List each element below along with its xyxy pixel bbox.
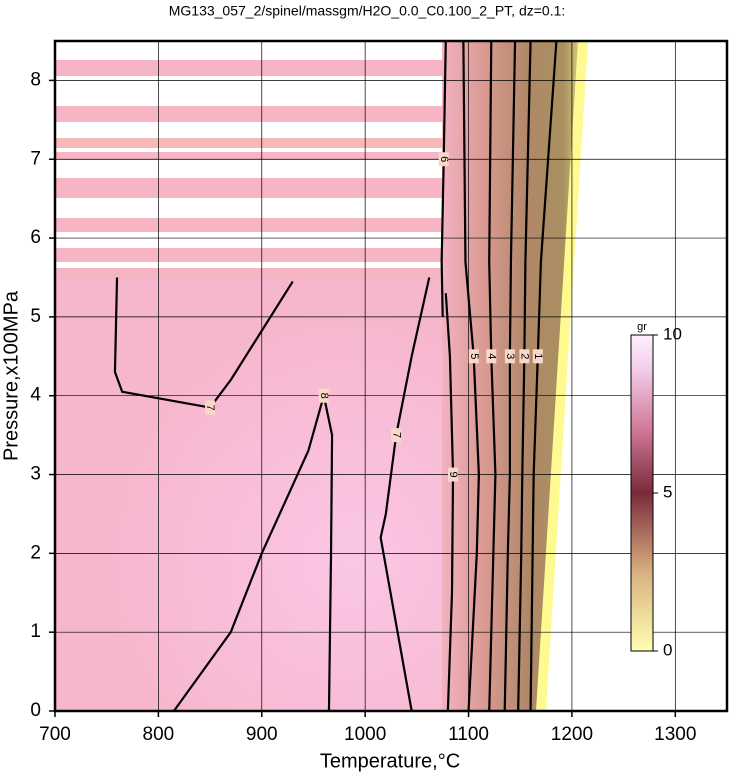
y-axis-label: Pressure,x100MPa (0, 290, 22, 461)
y-tick-label: 0 (30, 700, 41, 721)
contour-line (379, 277, 431, 712)
band (55, 178, 443, 198)
contour-label: 1 (532, 353, 544, 359)
contour-label-bg (448, 467, 459, 482)
colorbar-tick-label: 5 (663, 482, 672, 501)
contour-label: 7 (204, 404, 216, 410)
y-tick-label: 7 (30, 148, 41, 169)
band (55, 268, 443, 278)
x-tick-label: 700 (39, 724, 71, 745)
y-tick-label: 8 (30, 69, 41, 90)
band (55, 152, 443, 160)
band (55, 218, 443, 232)
contour-label-bg (438, 152, 449, 167)
colorbar-tick-label: 10 (663, 324, 682, 343)
y-tick-label: 5 (30, 306, 41, 327)
contours: 7 8 7 6 9 5 4 3 2 1 (113, 40, 558, 712)
x-tick-label: 1200 (551, 724, 593, 745)
colorbar-label: gr (637, 321, 647, 333)
contour-label: 3 (504, 353, 516, 359)
colorbar-tick-label: 0 (663, 640, 672, 659)
y-tick-label: 3 (30, 464, 41, 485)
contour-line (173, 395, 334, 712)
x-tick-label: 1000 (344, 724, 386, 745)
contour-label-bg (519, 349, 530, 364)
x-axis-label: Temperature,°C (320, 750, 460, 772)
contour-label: 2 (518, 353, 530, 359)
contour-label-bg (486, 349, 497, 364)
band (55, 60, 443, 76)
band (55, 106, 443, 122)
x-tick-label: 900 (246, 724, 278, 745)
contour-label-bg (468, 349, 479, 364)
field-fill (55, 277, 443, 711)
band (55, 138, 443, 148)
contour-label-bg (318, 388, 329, 403)
contour-line (488, 40, 497, 712)
colorbar-ticks: 0 5 10 (653, 324, 682, 659)
contour-label: 8 (318, 393, 330, 399)
contour-label: 5 (468, 353, 480, 359)
y-tick-label: 1 (30, 621, 41, 642)
y-tick-label: 6 (30, 227, 41, 248)
contour-line (503, 40, 517, 712)
contour-line (440, 40, 447, 317)
band (55, 248, 443, 262)
contour-label: 6 (438, 156, 450, 162)
x-tick-label: 1100 (448, 724, 489, 745)
chart-title: MG133_057_2/spinel/massgm/H2O_0.0_C0.100… (169, 3, 566, 19)
contour-label: 4 (485, 353, 497, 359)
contour-label-bg (532, 349, 543, 364)
field (55, 41, 588, 711)
contour-label: 7 (390, 432, 402, 438)
x-tick-label: 800 (143, 724, 175, 745)
y-tick-label: 2 (30, 542, 41, 563)
contour-label: 9 (447, 471, 459, 477)
contour-label-bg (205, 400, 216, 415)
contour-line (517, 40, 532, 712)
colorbar (630, 334, 654, 652)
contour-line (113, 277, 294, 409)
contour-line (462, 40, 480, 712)
plot-frame (53, 39, 729, 713)
edge-band (536, 41, 588, 711)
contour-label-bg (504, 349, 515, 364)
x-tick-label: 1300 (654, 724, 696, 745)
contour-label-bg (391, 428, 402, 443)
y-tick-label: 4 (30, 385, 41, 406)
contour-line (529, 40, 558, 712)
